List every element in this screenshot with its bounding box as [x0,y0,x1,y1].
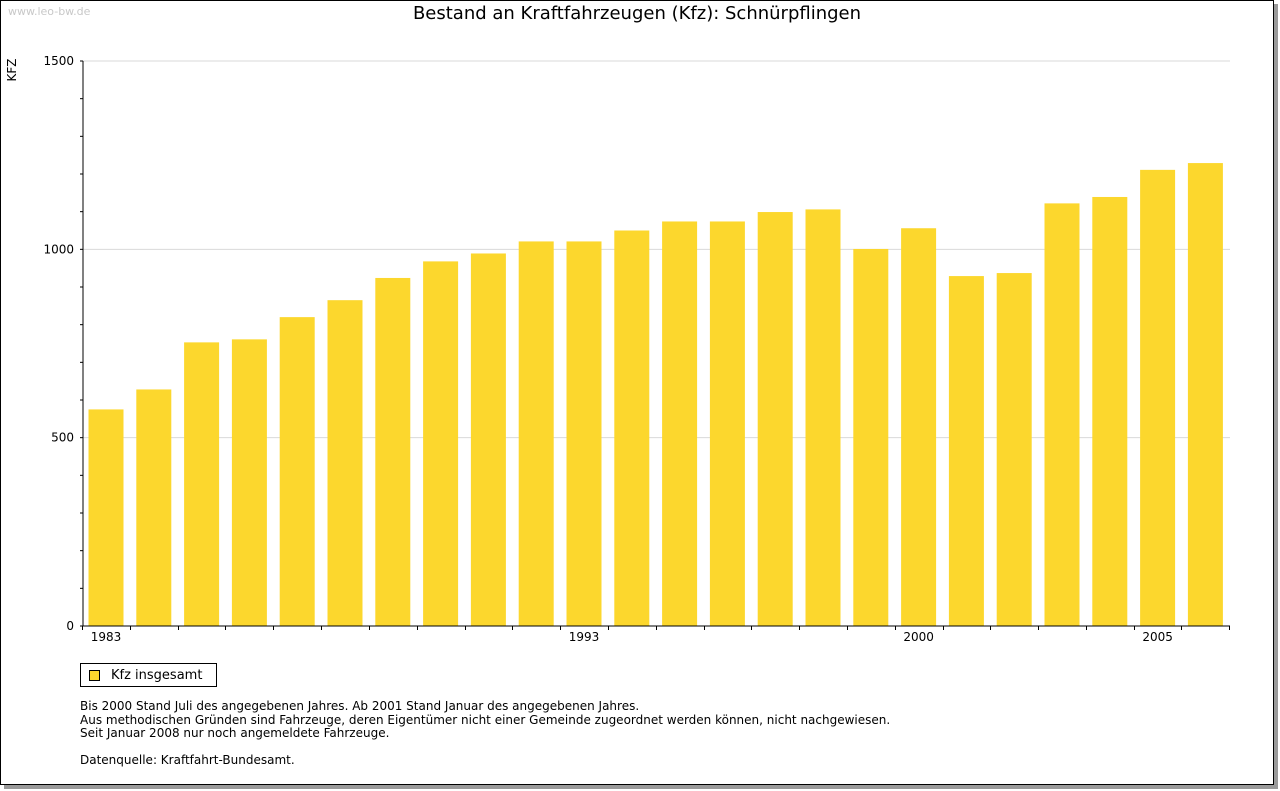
bar [518,241,554,626]
data-source: Datenquelle: Kraftfahrt-Bundesamt. [80,753,295,767]
x-tick-label: 2005 [1142,630,1173,644]
legend-label: Kfz insgesamt [111,668,203,683]
bar [327,300,363,626]
y-axis-label: KFZ [5,59,19,82]
bar [184,342,220,626]
chart-title: Bestand an Kraftfahrzeugen (Kfz): Schnür… [412,3,862,24]
bar [1140,169,1176,626]
bar [709,221,745,626]
x-tick-label: 2000 [903,630,934,644]
watermark: www.leo-bw.de [8,5,91,18]
bar [948,276,984,626]
bar [757,212,793,626]
x-tick-label: 1983 [91,630,122,644]
bar [88,409,124,626]
footnotes: Bis 2000 Stand Juli des angegebenen Jahr… [80,699,891,741]
bar [1187,163,1223,626]
legend: Kfz insgesamt [80,663,217,687]
bar [853,248,889,626]
footnote: Seit Januar 2008 nur noch angemeldete Fa… [80,726,390,740]
footnote: Bis 2000 Stand Juli des angegebenen Jahr… [80,699,640,713]
x-tick-label: 1993 [569,630,600,644]
bar-chart: 0 500 1000 1500 KFZ 1983 1993 2000 2005 [5,54,1230,644]
bar [1092,196,1128,626]
bar [566,241,602,626]
y-tick-label: 500 [51,431,74,445]
y-tick-label: 1000 [43,242,74,256]
bar [662,221,698,626]
bar [470,253,506,626]
footnote: Aus methodischen Gründen sind Fahrzeuge,… [80,712,891,727]
bar [996,273,1032,626]
y-tick-label: 1500 [43,54,74,68]
bar [279,317,315,626]
bar [614,230,650,626]
legend-swatch [89,670,100,681]
y-tick-label: 0 [66,619,74,633]
bar [375,277,411,626]
bar [231,339,267,626]
bar [805,209,841,626]
bar [901,228,937,627]
bar [136,389,172,626]
bar [1044,203,1080,626]
bar [423,261,459,626]
